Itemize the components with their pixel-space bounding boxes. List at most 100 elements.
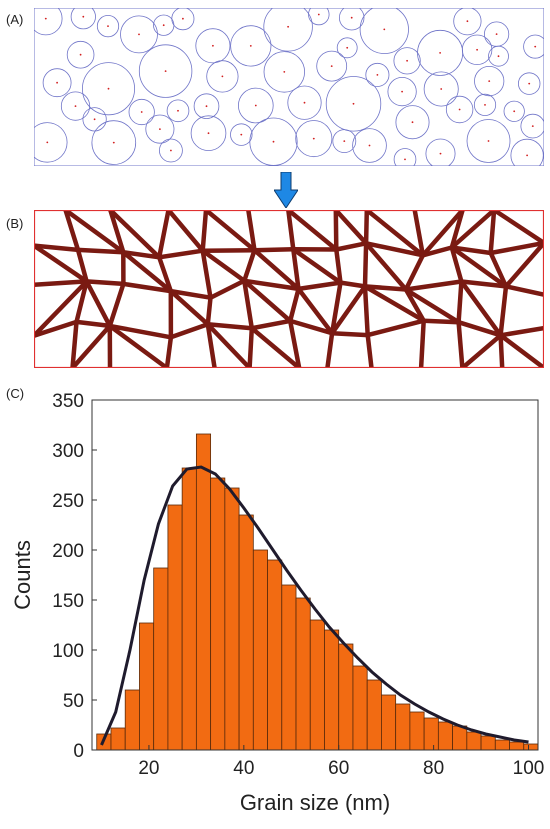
grain-circle	[195, 28, 231, 64]
histogram-bar	[480, 735, 496, 751]
circle-packing-group	[34, 8, 544, 166]
grain-boundary	[503, 284, 544, 297]
histogram-bar	[466, 731, 482, 751]
histogram-bar	[395, 703, 411, 751]
grain-boundary	[203, 210, 257, 253]
histogram-bar	[352, 665, 368, 751]
grain-boundary	[63, 210, 81, 253]
grain-boundary	[74, 279, 89, 325]
grain-circle	[352, 128, 387, 163]
grain-boundary	[338, 280, 368, 289]
grain-boundary	[363, 241, 426, 258]
grain-boundary	[156, 248, 205, 260]
seed-dot	[513, 110, 516, 113]
grain-boundary	[333, 210, 339, 252]
grain-boundary	[249, 325, 302, 368]
grain-boundary	[75, 247, 126, 255]
grain-circle	[70, 8, 96, 30]
grain-boundary	[333, 210, 369, 246]
grain-circle	[190, 115, 227, 151]
grain-boundary	[325, 330, 335, 368]
seed-dot	[495, 33, 498, 35]
histogram-bar	[381, 694, 397, 751]
grain-boundary	[156, 255, 174, 294]
x-axis-ticks: 20 40 60 80 100	[138, 745, 544, 779]
grain-circle	[82, 62, 136, 116]
grain-boundary	[329, 280, 343, 336]
y-axis-label: Counts	[10, 540, 35, 610]
grain-circle	[158, 138, 183, 163]
grain-boundary	[200, 210, 209, 253]
seed-dot	[207, 132, 210, 135]
histogram-bar	[252, 549, 268, 751]
grain-circle	[171, 8, 195, 31]
plot-frame	[91, 399, 539, 751]
grain-boundary	[34, 243, 89, 284]
seed-dot	[93, 118, 96, 121]
grain-boundary	[291, 247, 343, 285]
grain-boundary	[121, 281, 174, 294]
grain-boundary	[498, 284, 509, 338]
grain-boundary	[249, 318, 293, 331]
seed-dot	[159, 128, 161, 130]
histogram-bar	[295, 597, 311, 751]
grain-circle	[466, 119, 511, 163]
grain-boundary	[70, 323, 113, 368]
panel-b-grain-boundaries	[34, 210, 544, 368]
seed-dot	[528, 82, 531, 85]
y-tick-label: 250	[52, 491, 84, 512]
histogram-bar	[181, 467, 197, 751]
y-tick-label: 300	[52, 441, 84, 462]
grain-circle	[145, 114, 175, 144]
seed-dot	[383, 28, 386, 31]
histogram-bar	[281, 584, 297, 751]
grain-boundary	[107, 323, 170, 368]
grain-circle	[474, 65, 505, 97]
grain-boundary	[421, 318, 461, 325]
histogram-bar	[423, 717, 439, 751]
grain-boundary	[200, 248, 213, 300]
seed-dot	[205, 105, 208, 108]
grain-boundary	[488, 210, 497, 256]
seed-dot	[487, 140, 490, 142]
seed-dot	[350, 16, 353, 19]
histogram-bar	[452, 725, 468, 751]
grain-boundary	[334, 241, 369, 252]
histogram-bar	[509, 741, 525, 751]
seed-dot	[56, 81, 58, 84]
seed-dot	[476, 48, 478, 51]
grain-circle	[393, 47, 421, 75]
grain-circle	[138, 44, 193, 98]
seed-dot	[343, 140, 346, 143]
histogram-bars	[96, 433, 539, 751]
histogram-bar	[309, 619, 325, 751]
grain-boundary	[242, 278, 255, 331]
y-tick-label: 150	[52, 591, 84, 612]
seed-dot	[401, 90, 403, 93]
grain-boundary	[362, 284, 409, 292]
grain-circle	[510, 138, 544, 166]
grain-boundary	[75, 247, 89, 284]
grain-circle	[520, 113, 544, 139]
seed-dot	[82, 15, 85, 18]
histogram-bar	[124, 689, 140, 751]
histogram-bar	[153, 567, 169, 751]
seed-dot	[170, 149, 172, 152]
grain-boundary	[363, 241, 409, 292]
grain-boundary	[287, 318, 302, 368]
seed-dot	[303, 101, 306, 104]
grain-circle	[425, 138, 456, 166]
grain-circle	[483, 21, 510, 47]
grain-boundary	[403, 279, 464, 292]
seed-dot	[346, 46, 349, 49]
grain-boundary	[34, 319, 79, 338]
grain-circle	[238, 87, 274, 124]
seed-dot	[440, 88, 443, 90]
grain-boundary	[247, 325, 255, 368]
grain-circle	[91, 120, 137, 165]
grain-boundary	[108, 210, 126, 255]
grain-boundary	[498, 325, 544, 338]
grain-boundary	[70, 319, 79, 368]
grain-circle	[473, 93, 497, 117]
grain-boundary	[286, 210, 296, 252]
